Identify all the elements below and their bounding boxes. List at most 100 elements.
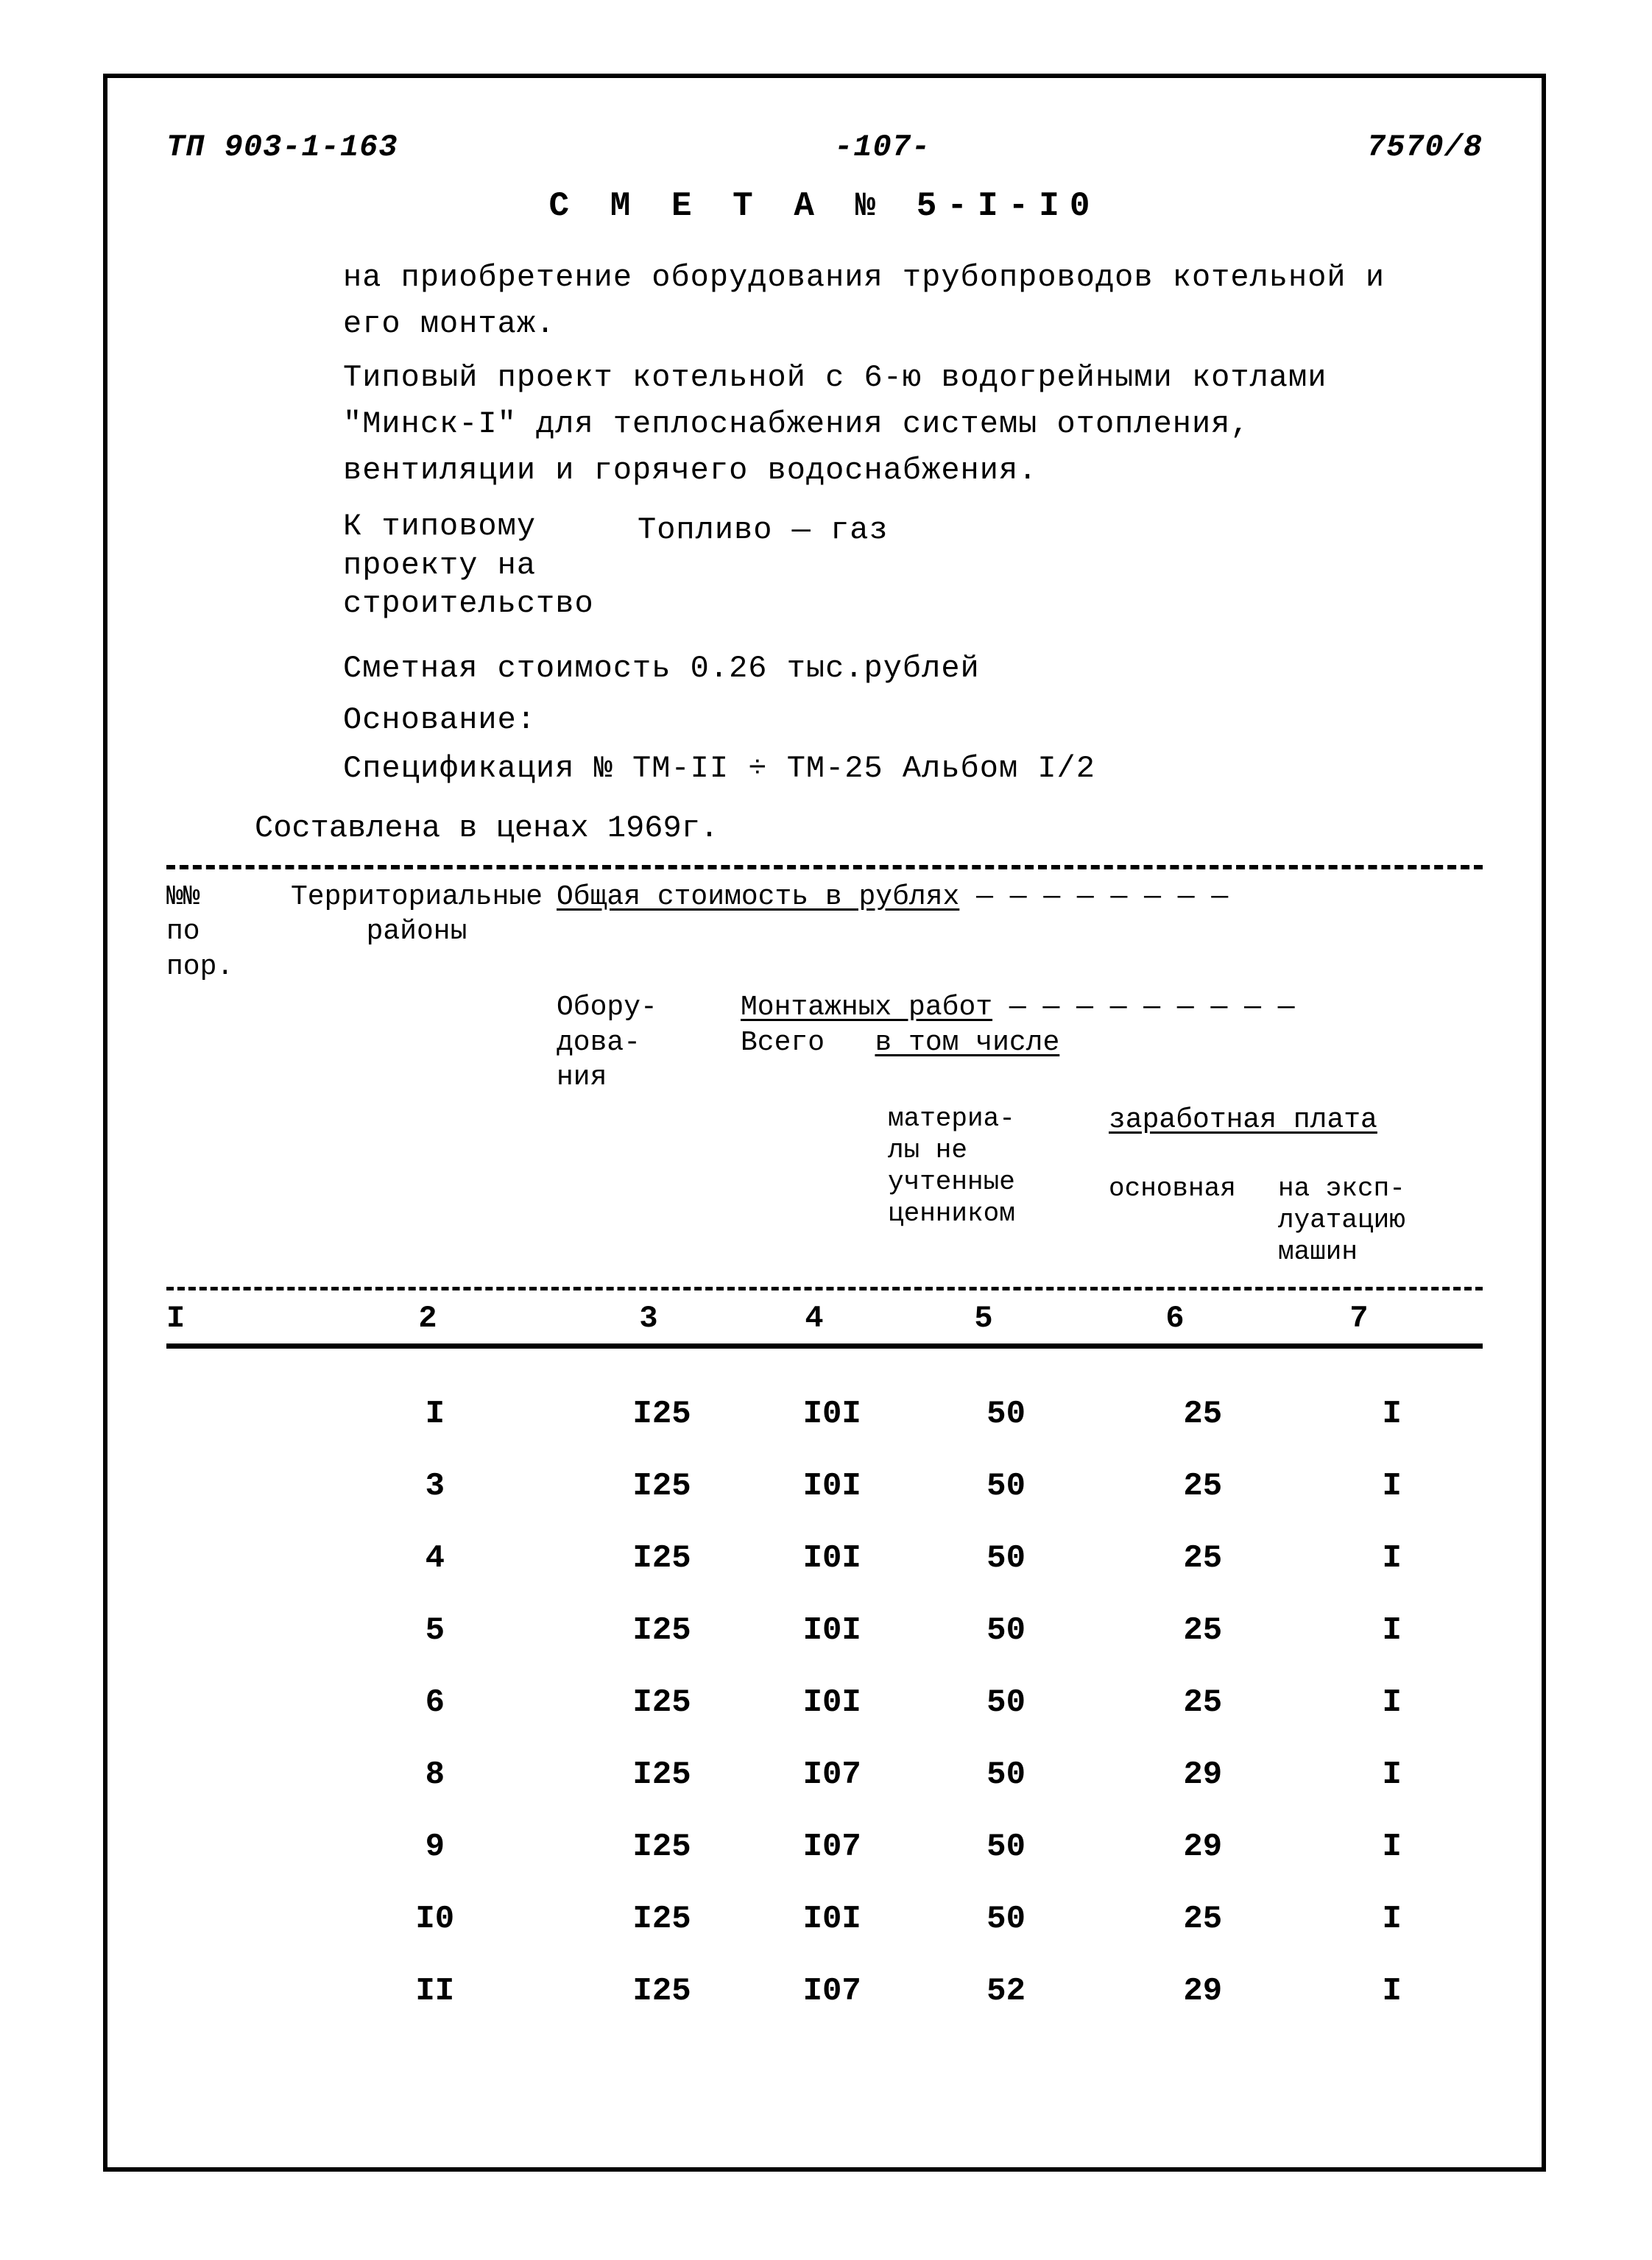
table-row: 4I25I0I5025I [166, 1522, 1483, 1595]
colnum: 3 [557, 1301, 741, 1336]
dashed-separator [166, 865, 1483, 869]
table-cell [166, 1811, 303, 1883]
table-cell: I [1301, 1450, 1483, 1522]
table-cell: 25 [1104, 1883, 1301, 1955]
table-cell [166, 1522, 303, 1595]
hdr-text: Общая стоимость в рублях [557, 881, 959, 913]
hdr-text: заработная плата [1109, 1104, 1377, 1136]
table-cell: 50 [908, 1450, 1104, 1522]
table-cell: 50 [908, 1522, 1104, 1595]
table-cell: I25 [568, 1378, 757, 1450]
hdr-text: в том числе [875, 1027, 1059, 1059]
table-cell: 25 [1104, 1522, 1301, 1595]
table-cell: I [1301, 1595, 1483, 1667]
table-cell: 29 [1104, 1955, 1301, 2027]
colnum: 6 [1079, 1301, 1271, 1336]
table-cell [166, 1667, 303, 1739]
col-wage-group: заработная плата основная на эксп- луата… [1109, 1103, 1447, 1268]
intro-line-2: Типовый проект котельной с 6-ю водогрейн… [343, 355, 1439, 494]
table-cell: 50 [908, 1667, 1104, 1739]
table-cell: 52 [908, 1955, 1104, 2027]
table-header: №№ по пор. Территориальные районы Общая … [166, 880, 1483, 1268]
col-machine-wage: на эксп- луатацию машин [1278, 1173, 1447, 1268]
intro-block: на приобретение оборудования трубопровод… [343, 255, 1439, 790]
col-materials-label: материа- лы не учтенные ценником [888, 1103, 1109, 1268]
table-cell: I0 [303, 1883, 568, 1955]
hdr-text: Обору- [557, 992, 657, 1023]
table-cell: 50 [908, 1811, 1104, 1883]
table-cell: 29 [1104, 1811, 1301, 1883]
table-cell: 9 [303, 1811, 568, 1883]
data-table: II25I0I5025I3I25I0I5025I4I25I0I5025I5I25… [166, 1378, 1483, 2027]
hdr-text: луатацию [1278, 1205, 1405, 1235]
table-cell: I0I [756, 1667, 908, 1739]
colnum: 7 [1271, 1301, 1447, 1336]
col-mounting-group: Монтажных работ — — — — — — — — — Всего … [741, 990, 1447, 1095]
hdr-text: ния [557, 1062, 607, 1093]
table-cell: I0I [756, 1595, 908, 1667]
hdr-text: №№ [166, 881, 200, 913]
table-cell: I0I [756, 1450, 908, 1522]
col-group-total: Общая стоимость в рублях — — — — — — — — [557, 880, 1447, 915]
table-cell: I [1301, 1883, 1483, 1955]
table-row: III25I075229I [166, 1955, 1483, 2027]
table-cell: I [1301, 1955, 1483, 2027]
table-cell: I25 [568, 1667, 757, 1739]
hdr-text: по [166, 916, 200, 947]
table-cell: 25 [1104, 1667, 1301, 1739]
table-cell: 25 [1104, 1595, 1301, 1667]
table-cell: I0I [756, 1883, 908, 1955]
table-cell: I [303, 1378, 568, 1450]
hdr-text: Монтажных работ [741, 992, 992, 1023]
hdr-text: дова- [557, 1027, 640, 1059]
col-region-label: Территориальные районы [277, 880, 557, 950]
colnum: 5 [888, 1301, 1079, 1336]
table-cell: 29 [1104, 1739, 1301, 1811]
hdr-text: районы [367, 916, 467, 947]
table-cell: 25 [1104, 1378, 1301, 1450]
table-cell [166, 1739, 303, 1811]
table-cell: I0I [756, 1522, 908, 1595]
table-cell: 3 [303, 1450, 568, 1522]
table-cell: I25 [568, 1883, 757, 1955]
hdr-text: материа- [888, 1103, 1015, 1134]
price-year: Составлена в ценах 1969г. [255, 811, 1483, 846]
table-row: 3I25I0I5025I [166, 1450, 1483, 1522]
hdr-text: лы не [888, 1135, 967, 1165]
document-page: ТП 903-1-163 -107- 7570/8 С М Е Т А № 5-… [103, 74, 1546, 2172]
table-row: 6I25I0I5025I [166, 1667, 1483, 1739]
fuel-value: Топливо — газ [638, 507, 889, 624]
table-cell: I07 [756, 1739, 908, 1811]
document-title: С М Е Т А № 5-I-I0 [166, 187, 1483, 225]
table-cell: 50 [908, 1883, 1104, 1955]
table-cell: 6 [303, 1667, 568, 1739]
table-cell: I25 [568, 1595, 757, 1667]
table-row: 5I25I0I5025I [166, 1595, 1483, 1667]
colnum: 4 [741, 1301, 888, 1336]
table-cell [166, 1955, 303, 2027]
table-cell: I [1301, 1739, 1483, 1811]
table-cell: 50 [908, 1739, 1104, 1811]
table-cell: I25 [568, 1811, 757, 1883]
table-cell: 50 [908, 1378, 1104, 1450]
table-row: 8I25I075029I [166, 1739, 1483, 1811]
table-cell: I [1301, 1667, 1483, 1739]
table-cell: 25 [1104, 1450, 1301, 1522]
table-cell [166, 1883, 303, 1955]
table-cell: I [1301, 1522, 1483, 1595]
col-basic-wage: основная [1109, 1173, 1278, 1268]
dash-tail: — — — — — — — — — [1009, 992, 1295, 1023]
column-numbers: I 2 3 4 5 6 7 [166, 1301, 1483, 1336]
colnum: 2 [299, 1301, 557, 1336]
colnum: I [166, 1301, 299, 1336]
table-cell: 50 [908, 1595, 1104, 1667]
col-num-label: №№ по пор. [166, 880, 277, 985]
hdr-text: машин [1278, 1237, 1358, 1267]
table-cell [166, 1450, 303, 1522]
solid-separator [166, 1343, 1483, 1349]
doc-code: ТП 903-1-163 [166, 130, 398, 165]
dash-tail: — — — — — — — — [976, 881, 1228, 913]
intro-line-1: на приобретение оборудования трубопровод… [343, 255, 1439, 347]
table-row: II25I0I5025I [166, 1378, 1483, 1450]
hdr-text: ценником [888, 1198, 1015, 1229]
